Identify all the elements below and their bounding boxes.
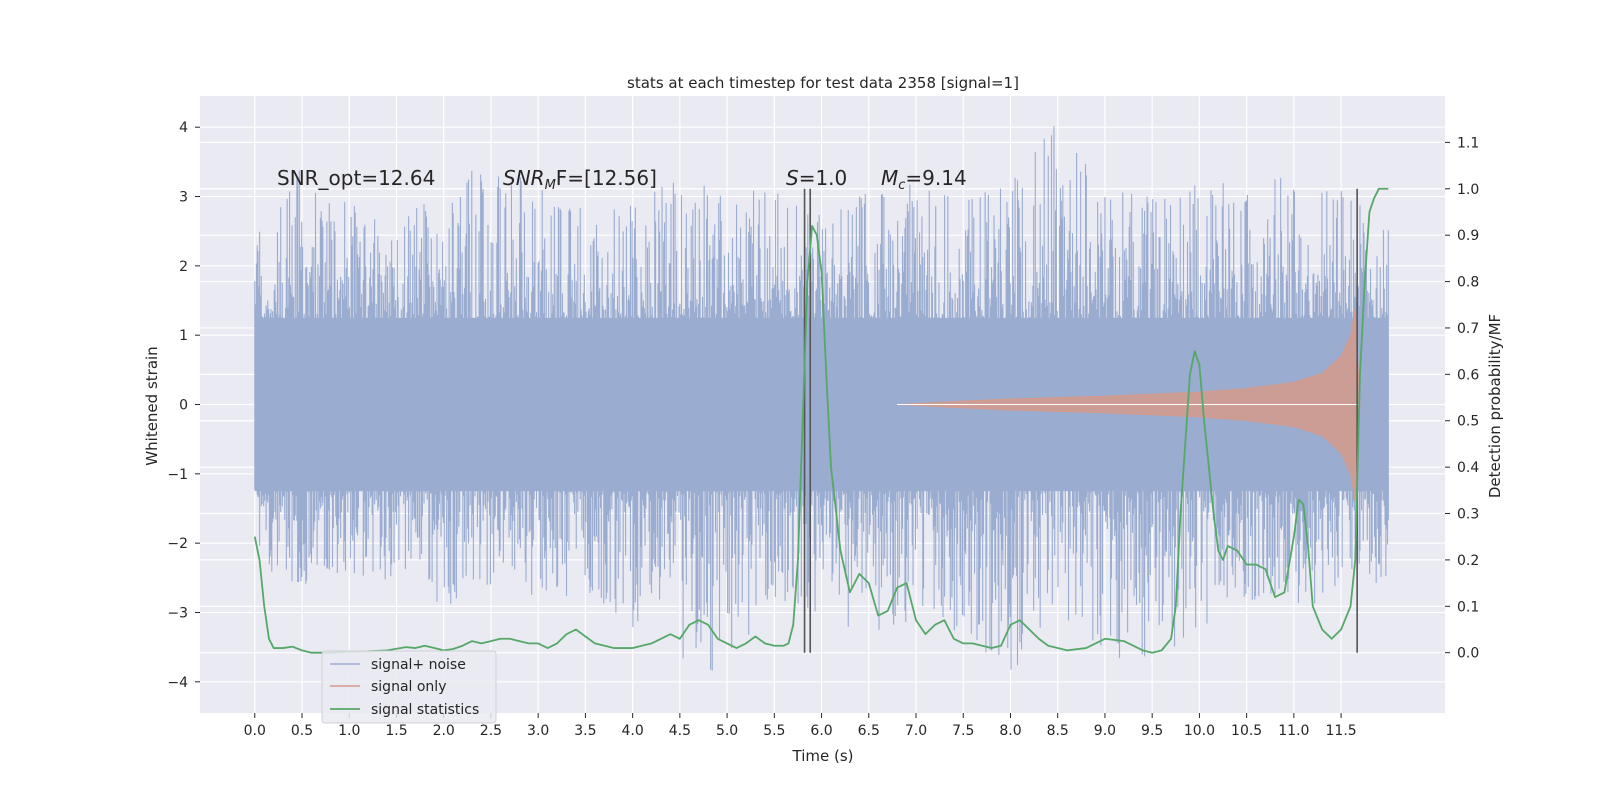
x-tick-label: 6.0	[810, 723, 832, 739]
x-tick-label: 8.5	[1047, 723, 1069, 739]
x-tick-label: 0.5	[291, 723, 313, 739]
y-right-axis-label: Detection probability/MF	[1486, 314, 1504, 498]
y-right-axis-ticks: 1.1 1.0 0.9 0.8 0.7 0.6 0.5 0.4 0.3 0.2 0.1 0.0	[1445, 135, 1479, 662]
y-right-tick-label: 1.1	[1457, 135, 1479, 151]
y-right-tick-label: 0.1	[1457, 599, 1479, 615]
annotation-mc-rest: =9.14	[905, 166, 966, 190]
annotation-snr-mf-name: SNR	[503, 166, 545, 190]
y-right-tick-label: 0.8	[1457, 275, 1479, 291]
annotation-s-name: S	[786, 166, 799, 190]
x-tick-label: 7.0	[905, 723, 927, 739]
x-tick-label: 5.0	[716, 723, 738, 739]
plot-content	[253, 125, 1389, 671]
legend-box	[321, 650, 497, 724]
x-tick-label: 10.0	[1184, 723, 1215, 739]
annotation-mc-sub: c	[898, 178, 905, 193]
y-right-tick-label: 0.2	[1457, 553, 1479, 569]
x-tick-label: 0.0	[244, 723, 266, 739]
annotation-s: S=1.0	[786, 166, 847, 190]
x-tick-label: 8.0	[999, 723, 1021, 739]
y-right-tick-label: 0.5	[1457, 414, 1479, 430]
x-tick-label: 1.0	[338, 723, 360, 739]
x-tick-label: 7.5	[952, 723, 974, 739]
x-tick-label: 3.5	[574, 723, 596, 739]
y-left-tick-label: 2	[179, 259, 188, 275]
chart-title: stats at each timestep for test data 235…	[627, 74, 1019, 92]
x-tick-label: 2.5	[480, 723, 502, 739]
noise-series-trace	[254, 125, 1389, 671]
x-tick-label: 3.0	[527, 723, 549, 739]
y-left-tick-label: −3	[167, 605, 188, 621]
legend-label-stat: signal statistics	[371, 702, 479, 718]
x-tick-label: 11.5	[1326, 723, 1357, 739]
y-right-tick-label: 0.9	[1457, 228, 1479, 244]
annotation-mc-name: M	[881, 166, 898, 190]
vertical-markers	[803, 188, 1358, 653]
annotation-mc: Mc=9.14	[881, 166, 967, 193]
annotation-snr-mf: SNRMF=[12.56]	[503, 166, 657, 193]
statistics-series-layer	[253, 187, 1389, 654]
x-tick-label: 10.5	[1231, 723, 1262, 739]
annotation-snr-opt: SNR_opt=12.64	[277, 166, 435, 190]
x-tick-label: 4.0	[621, 723, 643, 739]
y-right-tick-label: 0.4	[1457, 460, 1479, 476]
x-tick-label: 2.0	[433, 723, 455, 739]
legend-label-signal: signal only	[371, 679, 446, 695]
y-right-tick-label: 0.7	[1457, 321, 1479, 337]
y-right-tick-label: 0.0	[1457, 646, 1479, 662]
legend: signal+ noise signal only signal statist…	[321, 650, 497, 724]
x-tick-label: 9.0	[1094, 723, 1116, 739]
y-right-tick-label: 0.6	[1457, 367, 1479, 383]
y-left-tick-label: 1	[179, 328, 188, 344]
y-left-tick-label: 0	[179, 398, 188, 414]
y-right-tick-label: 1.0	[1457, 182, 1479, 198]
y-left-axis-ticks: 4 3 2 1 0 −1 −2 −3 −4	[167, 120, 200, 691]
statistics-series-line	[253, 187, 1389, 654]
y-left-tick-label: 3	[179, 190, 188, 206]
x-tick-label: 11.0	[1278, 723, 1309, 739]
x-axis-ticks: 0.0 0.5 1.0 1.5 2.0 2.5 3.0 3.5 4.0 4.5 5.0 5.5 6.0 6…	[244, 713, 1357, 739]
x-tick-label: 4.5	[669, 723, 691, 739]
y-left-tick-label: −2	[167, 536, 188, 552]
x-tick-label: 9.5	[1141, 723, 1163, 739]
y-left-axis-label: Whitened strain	[143, 346, 161, 465]
y-right-tick-label: 0.3	[1457, 507, 1479, 523]
x-tick-label: 5.5	[763, 723, 785, 739]
y-left-tick-label: 4	[179, 120, 188, 136]
x-tick-label: 1.5	[385, 723, 407, 739]
y-left-tick-label: −4	[167, 675, 188, 691]
annotation-s-rest: =1.0	[799, 166, 848, 190]
annotation-snr-mf-rest: F=[12.56]	[556, 166, 657, 190]
legend-label-noise: signal+ noise	[371, 657, 466, 673]
x-tick-label: 6.5	[858, 723, 880, 739]
y-left-tick-label: −1	[167, 467, 188, 483]
annotation-snr-mf-sub: M	[545, 178, 556, 193]
x-axis-label: Time (s)	[792, 747, 854, 765]
